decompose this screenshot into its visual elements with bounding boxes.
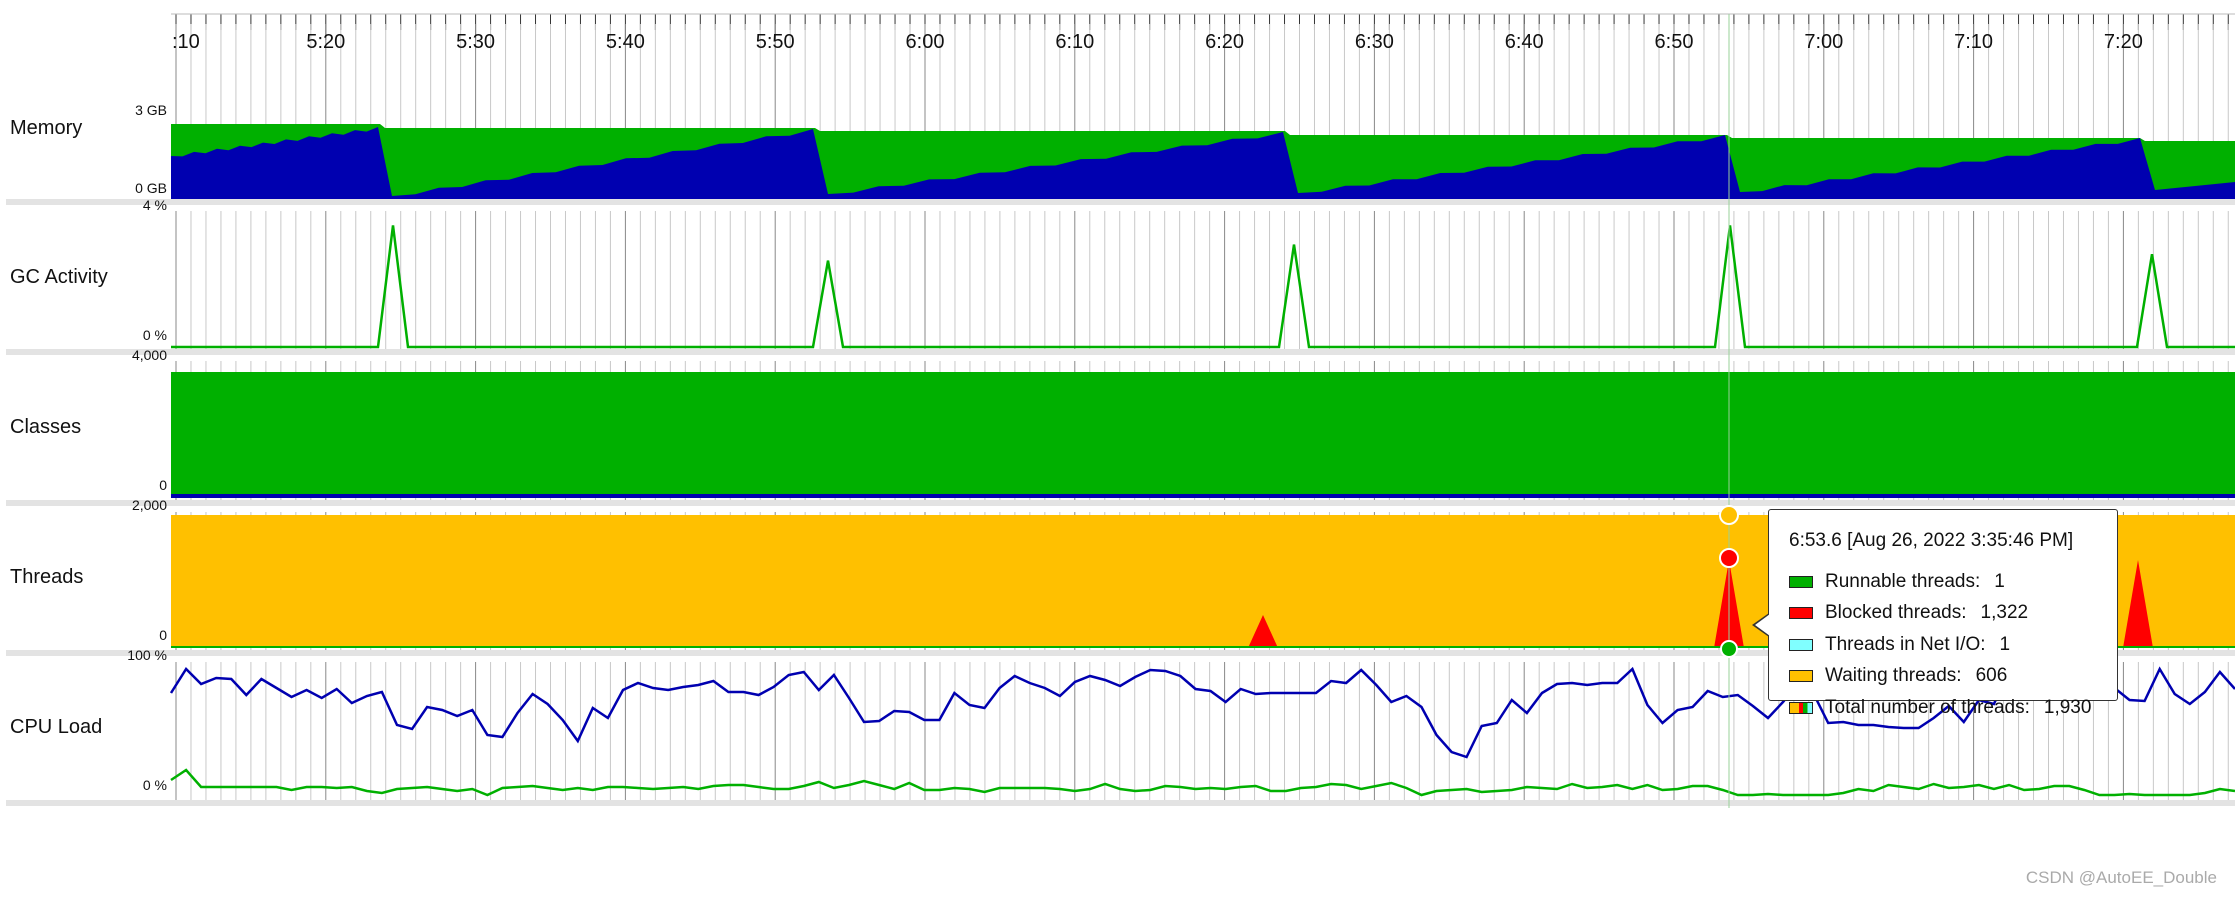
y-min-label: 0 <box>159 627 167 643</box>
panel-label: Classes <box>10 416 81 438</box>
tooltip: 6:53.6 [Aug 26, 2022 3:35:46 PM] Runnabl… <box>1768 509 2118 718</box>
tooltip-row-label: Waiting threads: <box>1825 665 1962 687</box>
time-cursor <box>1719 14 1739 808</box>
tick-label: 6:30 <box>1355 31 1394 53</box>
legend-swatch <box>1789 607 1813 620</box>
legend-swatch <box>1789 638 1813 651</box>
tick-label: 5:40 <box>606 31 645 53</box>
panel-separator <box>6 800 2235 806</box>
y-max-label: 100 % <box>127 647 167 663</box>
panel-label: Threads <box>10 566 83 588</box>
tooltip-row: Threads in Net I/O: 1 <box>1789 629 2117 661</box>
tick-label: 6:40 <box>1505 31 1544 53</box>
tick-label: 6:00 <box>906 31 945 53</box>
tooltip-rows: Runnable threads: 1 Blocked threads: 1,322 T… <box>1789 566 2117 724</box>
panel-label: Memory <box>10 117 82 139</box>
y-max-label: 4 % <box>143 197 167 213</box>
memory-used-area <box>171 127 2235 199</box>
tooltip-row-value: 1,322 <box>1980 602 2029 624</box>
tooltip-row-label: Threads in Net I/O: <box>1825 633 1986 655</box>
cpu-process-line <box>169 665 2235 759</box>
tooltip-row-label: Runnable threads: <box>1825 570 1981 592</box>
gc-panel <box>171 225 2235 349</box>
tooltip-row-label: Total number of threads: <box>1825 696 2030 718</box>
time-axis: :10 5:20 5:30 5:40 5:50 6:00 6:10 6:20 6:30 6:40 6… <box>172 31 2143 53</box>
panel-separator <box>6 500 2235 506</box>
tick-label: 7:10 <box>1954 31 1993 53</box>
tick-label: :10 <box>172 31 200 53</box>
tooltip-row-value: 1 <box>1999 633 2011 655</box>
tooltip-row-value: 1 <box>1994 570 2005 592</box>
y-min-label: 0 <box>159 477 167 493</box>
cpu-panel <box>169 665 2235 797</box>
tick-label: 6:10 <box>1055 31 1094 53</box>
panel-separator <box>6 650 2235 656</box>
threads-runnable-line <box>171 646 2235 648</box>
legend-swatch <box>1789 701 1813 714</box>
classes-shared-area <box>171 494 2235 498</box>
tick-label: 7:20 <box>2104 31 2143 53</box>
tooltip-row: Blocked threads: 1,322 <box>1789 598 2117 630</box>
tick-label: 7:00 <box>1804 31 1843 53</box>
y-min-label: 0 % <box>143 327 167 343</box>
memory-panel <box>171 124 2235 199</box>
cursor-dot-runnable <box>1720 640 1738 658</box>
tick-label: 5:50 <box>756 31 795 53</box>
threads-blocked-spike <box>1248 615 1278 648</box>
tick-label: 5:30 <box>456 31 495 53</box>
panel-separator <box>6 199 2235 205</box>
tooltip-row: Runnable threads: 1 <box>1789 566 2117 598</box>
tooltip-row: Waiting threads: 606 <box>1789 661 2117 693</box>
tick-label: 6:50 <box>1655 31 1694 53</box>
tooltip-row-label: Blocked threads: <box>1825 602 1967 624</box>
gc-activity-line <box>171 225 2235 349</box>
cpu-gc-line <box>170 768 2235 797</box>
cursor-dot-waiting <box>1719 505 1739 525</box>
panel-label: GC Activity <box>10 266 108 288</box>
tooltip-pointer-fill <box>1755 614 1770 636</box>
classes-loaded-area <box>171 372 2235 496</box>
tick-label: 5:20 <box>306 31 345 53</box>
tick-label: 6:20 <box>1205 31 1244 53</box>
y-max-label: 2,000 <box>132 497 167 513</box>
threads-blocked-spike <box>2123 560 2153 648</box>
tooltip-title: 6:53.6 [Aug 26, 2022 3:35:46 PM] <box>1789 530 2074 551</box>
tooltip-row-value: 606 <box>1975 665 2008 687</box>
classes-panel <box>171 372 2235 498</box>
watermark: CSDN @AutoEE_Double <box>2025 868 2217 887</box>
panel-label: CPU Load <box>10 716 102 738</box>
y-max-label: 4,000 <box>132 347 167 363</box>
y-max-label: 3 GB <box>135 102 167 118</box>
tooltip-row-value: 1,930 <box>2043 696 2092 718</box>
panel-separator <box>6 349 2235 355</box>
y-min-label: 0 GB <box>135 180 167 196</box>
legend-swatch <box>1789 575 1813 588</box>
tooltip-row: Total number of threads: 1,930 <box>1789 692 2117 724</box>
legend-swatch <box>1789 670 1813 683</box>
y-min-label: 0 % <box>143 777 167 793</box>
cursor-dot-blocked <box>1719 548 1739 568</box>
